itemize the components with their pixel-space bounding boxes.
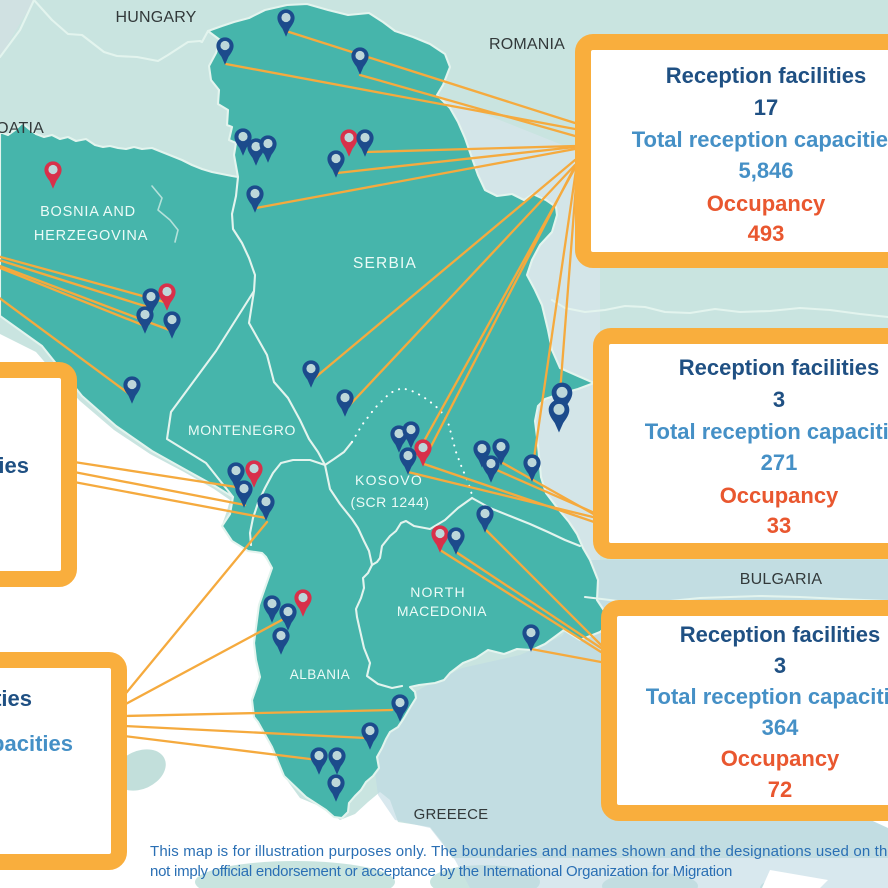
svg-text:HERZEGOVINA: HERZEGOVINA [34,228,148,244]
svg-text:NORTH: NORTH [410,584,466,600]
svg-text:493: 493 [748,221,785,246]
svg-text:3: 3 [774,653,786,678]
svg-text:(SCR 1244): (SCR 1244) [351,494,430,510]
svg-text:GREEECE: GREEECE [414,806,489,823]
svg-text:364: 364 [762,715,799,740]
svg-text:Total reception capacities: Total reception capacities [0,731,73,756]
svg-text:17: 17 [754,95,778,120]
svg-text:SERBIA: SERBIA [353,255,417,272]
svg-text:5,846: 5,846 [738,158,793,183]
svg-text:Total reception capacities: Total reception capacities [632,127,888,152]
svg-text:Reception facilities: Reception facilities [0,453,29,478]
svg-text:Occupancy: Occupancy [707,191,826,216]
svg-text:not imply official endorsement: not imply official endorsement or accept… [150,863,732,880]
svg-text:Reception facilities: Reception facilities [679,355,880,380]
svg-text:Total reception capacities: Total reception capacities [645,419,888,444]
svg-text:MONTENEGRO: MONTENEGRO [188,422,296,438]
svg-text:CROATIA: CROATIA [0,120,44,137]
svg-text:This map is for illustration p: This map is for illustration purposes on… [150,843,888,860]
svg-text:ALBANIA: ALBANIA [290,667,351,682]
svg-text:ROMANIA: ROMANIA [489,36,565,53]
svg-text:271: 271 [761,450,798,475]
svg-text:Total reception capacities: Total reception capacities [646,684,888,709]
svg-text:33: 33 [767,513,791,538]
svg-text:BOSNIA AND: BOSNIA AND [40,204,136,220]
svg-text:72: 72 [768,777,792,802]
svg-text:HUNGARY: HUNGARY [115,9,196,26]
svg-text:Occupancy: Occupancy [721,746,840,771]
svg-text:Reception facilities: Reception facilities [0,686,32,711]
svg-text:Reception facilities: Reception facilities [680,622,881,647]
svg-text:MACEDONIA: MACEDONIA [397,603,487,619]
svg-text:KOSOVO: KOSOVO [355,472,423,488]
svg-text:BULGARIA: BULGARIA [740,571,823,588]
svg-text:3: 3 [773,387,785,412]
svg-text:Reception facilities: Reception facilities [666,63,867,88]
svg-text:Occupancy: Occupancy [720,483,839,508]
